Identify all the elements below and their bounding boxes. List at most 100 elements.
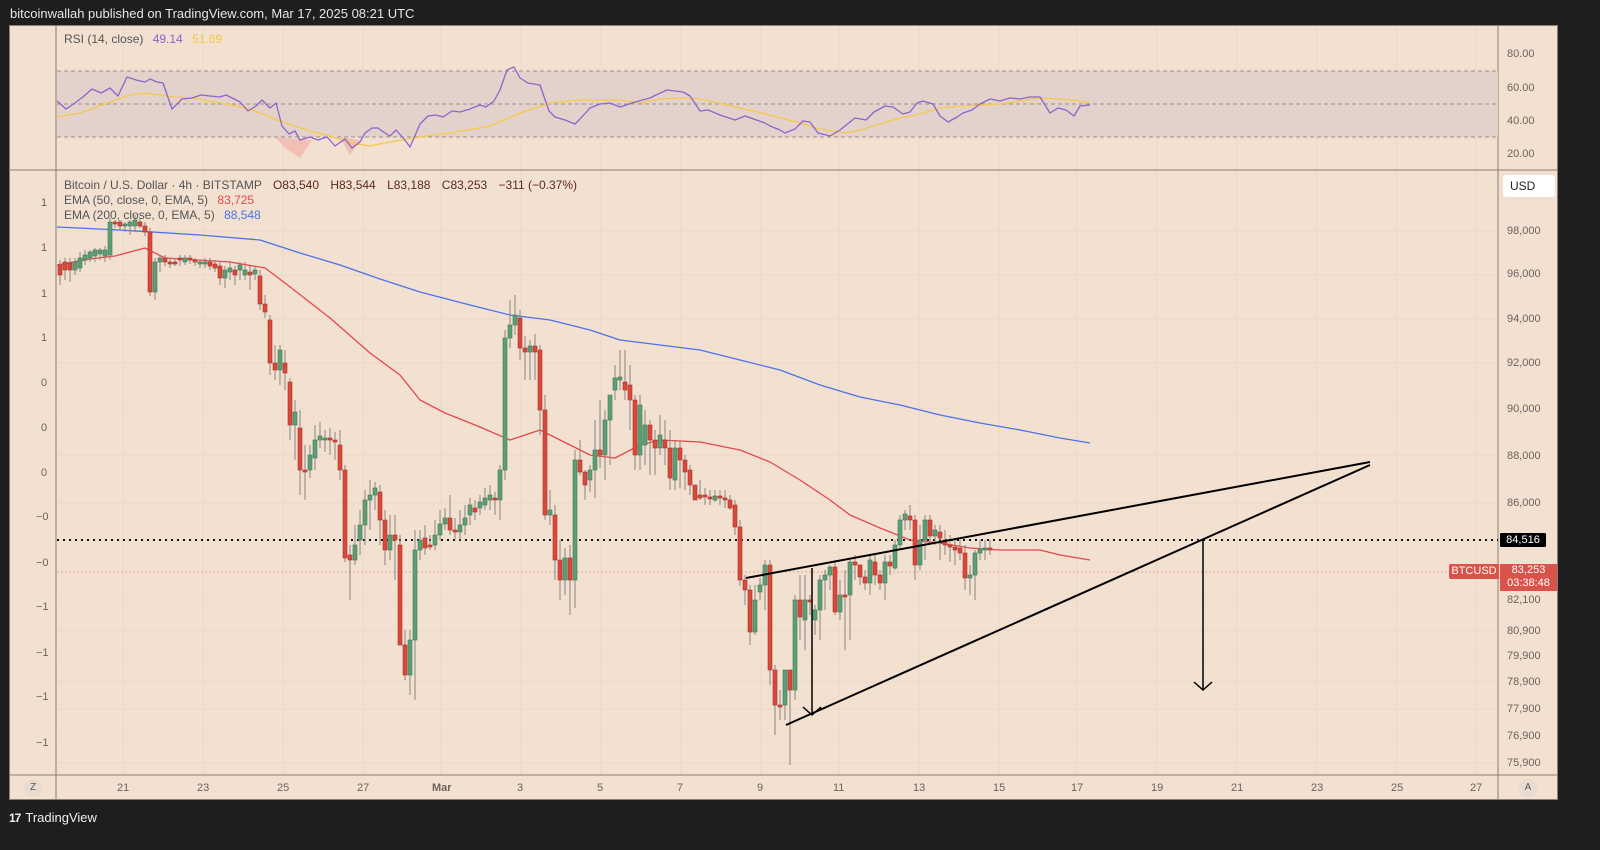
candle-body <box>357 524 363 541</box>
candle-body <box>732 504 738 528</box>
candle-body <box>812 609 818 621</box>
wedge-trendline <box>785 464 1371 726</box>
arrowhead-icon <box>1193 681 1213 692</box>
candle-body <box>172 261 178 265</box>
rsi-oversold-fill <box>275 137 312 158</box>
candle-body <box>502 337 508 471</box>
rsi-tick: 40.00 <box>1507 115 1535 127</box>
candle-body <box>272 362 278 371</box>
left-tick: −0 <box>36 511 49 523</box>
candle-body <box>457 524 463 533</box>
candle-body <box>212 263 218 269</box>
candle-body <box>147 231 153 293</box>
candle-body <box>462 517 468 526</box>
rsi-line <box>56 66 1091 149</box>
candle-body <box>767 564 773 671</box>
candle-body <box>382 519 388 551</box>
tradingview-logo-icon: 17 <box>9 810 21 825</box>
ohlc-change: −311 (−0.37%) <box>498 178 578 192</box>
candle-body <box>777 704 783 708</box>
candle-body <box>672 447 678 481</box>
candle-body <box>957 547 963 554</box>
candle-body <box>317 435 323 441</box>
candle-body <box>467 504 473 516</box>
candle-body <box>367 494 373 501</box>
candle-body <box>417 539 423 551</box>
candle-body <box>517 317 523 349</box>
time-tick: 7 <box>677 782 684 794</box>
price-tick: 76,900 <box>1507 730 1541 742</box>
candle-body <box>187 257 193 261</box>
candle-body <box>297 427 303 471</box>
tradingview-logo[interactable]: 17 TradingView <box>9 810 97 825</box>
ema200-value: 88,548 <box>224 208 261 222</box>
candle-body <box>612 377 618 391</box>
candle-body <box>57 264 63 276</box>
candle-body <box>237 264 243 271</box>
candle-body <box>987 547 993 551</box>
candle-body <box>307 454 313 471</box>
candle-body <box>842 594 848 598</box>
ohlc-close: C83,253 <box>441 178 488 192</box>
candle-body <box>102 249 108 257</box>
candle-body <box>142 225 148 233</box>
left-tick: 1 <box>41 332 48 344</box>
symbol-badge: BTCUSD <box>1449 564 1499 579</box>
time-tick: 5 <box>597 782 604 794</box>
candle-body <box>642 424 648 446</box>
time-tick: 15 <box>993 782 1006 794</box>
price-tick: 92,000 <box>1507 357 1541 369</box>
candle-body <box>947 544 953 548</box>
candle-body <box>562 557 568 581</box>
candle-body <box>97 249 103 255</box>
rsi-band <box>57 71 1498 137</box>
candle-body <box>912 519 918 566</box>
candle-body <box>972 552 978 576</box>
candle-body <box>782 669 788 706</box>
price-tick: 86,000 <box>1507 497 1541 509</box>
candle-body <box>107 221 113 256</box>
candle-body <box>692 484 698 501</box>
time-tick: 17 <box>1071 782 1084 794</box>
candle-body <box>477 501 483 509</box>
candle-body <box>797 599 803 618</box>
candle-body <box>832 566 838 613</box>
price-tick: 96,000 <box>1507 268 1541 280</box>
candle-body <box>697 494 703 499</box>
auto-scale-button[interactable]: A <box>1519 779 1537 797</box>
publish-info: bitcoinwallah published on TradingView.c… <box>10 6 415 21</box>
zoom-reset-button[interactable]: Z <box>24 779 42 797</box>
candle-body <box>532 345 538 353</box>
candle-body <box>327 437 333 441</box>
candle-body <box>977 548 983 554</box>
candle-body <box>802 599 808 621</box>
left-tick: 0 <box>41 467 48 479</box>
ema200-label: EMA (200, close, 0, EMA, 5) <box>64 208 215 222</box>
candle-body <box>827 566 833 576</box>
candle-body <box>882 561 888 584</box>
candle-body <box>122 223 128 227</box>
time-tick: 23 <box>197 782 210 794</box>
candle-body <box>722 497 728 501</box>
candle-body <box>127 221 133 227</box>
last-price: 83,253 <box>1511 564 1546 576</box>
bar-countdown: 03:38:48 <box>1507 577 1550 589</box>
ohlc-low: L83,188 <box>387 178 431 192</box>
level-price-badge: 84,516 <box>1500 533 1546 547</box>
price-tick: 77,900 <box>1507 703 1541 715</box>
candle-body <box>787 669 793 691</box>
candle-body <box>652 439 658 449</box>
rsi-label: RSI (14, close) <box>64 32 144 46</box>
symbol-row: Bitcoin / U.S. Dollar · 4h · BITSTAMP O8… <box>64 178 577 193</box>
publish-header: bitcoinwallah published on TradingView.c… <box>0 0 1600 25</box>
candle-body <box>627 384 633 401</box>
candle-body <box>437 523 443 536</box>
candle-body <box>757 584 763 593</box>
candle-body <box>897 519 903 546</box>
candle-body <box>537 349 543 411</box>
candle-body <box>412 549 418 641</box>
candle-body <box>227 267 233 273</box>
candle-body <box>717 495 723 499</box>
currency-selector[interactable]: USD <box>1503 175 1555 197</box>
